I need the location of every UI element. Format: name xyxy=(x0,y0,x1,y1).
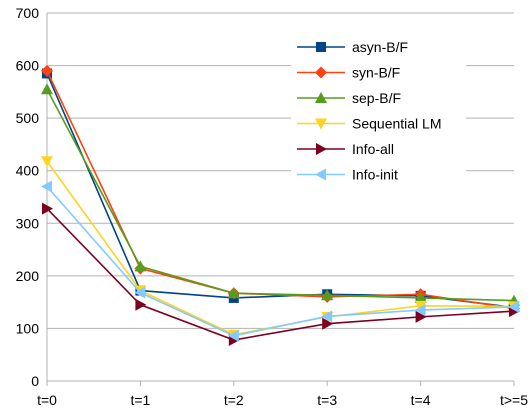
series-4 xyxy=(42,202,520,346)
x-tick-label: t=4 xyxy=(411,392,431,408)
legend-label: Info-all xyxy=(352,141,394,157)
data-point-marker xyxy=(321,289,334,301)
data-point-marker xyxy=(315,92,327,103)
legend-label: asyn-B/F xyxy=(352,39,408,55)
series-lines xyxy=(41,64,520,346)
y-axis-ticks: 0 100 200 300 400 500 600 700 xyxy=(16,5,40,389)
data-point-marker xyxy=(321,310,333,323)
series-2 xyxy=(41,83,520,306)
data-point-marker xyxy=(315,66,327,79)
data-point-marker xyxy=(134,260,147,272)
series-5 xyxy=(41,180,519,342)
legend-item: syn-B/F xyxy=(297,65,400,81)
y-tick-label: 600 xyxy=(16,58,40,74)
y-tick-label: 500 xyxy=(16,110,40,126)
legend-item: Info-init xyxy=(297,167,398,183)
series-line xyxy=(46,88,515,302)
data-point-marker xyxy=(315,118,327,130)
data-point-marker xyxy=(414,304,426,317)
series-line xyxy=(46,185,515,337)
data-point-marker xyxy=(227,287,240,299)
y-tick-label: 200 xyxy=(16,268,40,284)
data-point-marker xyxy=(316,42,326,52)
data-point-marker xyxy=(508,300,519,313)
legend-item: asyn-B/F xyxy=(297,39,408,55)
data-point-marker xyxy=(41,180,52,193)
x-tick-label: t=3 xyxy=(317,392,337,408)
data-point-marker xyxy=(134,286,146,299)
legend-label: Info-init xyxy=(352,167,398,183)
y-tick-label: 0 xyxy=(31,373,39,389)
data-point-marker xyxy=(42,202,53,215)
data-point-marker xyxy=(41,156,53,168)
x-tick-label: t=0 xyxy=(37,392,57,408)
series-line xyxy=(46,208,515,341)
y-tick-label: 700 xyxy=(16,5,40,21)
data-point-marker xyxy=(322,317,334,330)
data-point-marker xyxy=(41,64,53,77)
x-tick-label: t=1 xyxy=(130,392,150,408)
legend-label: Sequential LM xyxy=(352,116,442,132)
data-point-marker xyxy=(316,143,327,155)
legend-item: Info-all xyxy=(297,141,394,157)
data-point-marker xyxy=(414,300,427,312)
x-axis-ticks: t=0 t=1 t=2 t=3 t=4 t>=5 xyxy=(37,381,528,408)
x-tick-label: t>=5 xyxy=(500,392,528,408)
data-point-marker xyxy=(315,168,326,181)
data-point-marker xyxy=(227,329,239,342)
x-tick-label: t=2 xyxy=(224,392,244,408)
legend-item: Sequential LM xyxy=(297,116,442,132)
data-point-marker xyxy=(414,291,427,303)
y-tick-label: 100 xyxy=(16,320,40,336)
y-tick-label: 400 xyxy=(16,163,40,179)
legend-item: sep-B/F xyxy=(297,90,401,106)
data-point-marker xyxy=(135,298,147,311)
y-tick-label: 300 xyxy=(16,215,40,231)
legend-label: syn-B/F xyxy=(352,65,400,81)
legend-label: sep-B/F xyxy=(352,90,401,106)
legend: asyn-B/F syn-B/F sep-B/F Sequential LM Info-… xyxy=(291,30,466,215)
data-point-marker xyxy=(41,83,53,95)
data-point-marker xyxy=(415,310,427,323)
